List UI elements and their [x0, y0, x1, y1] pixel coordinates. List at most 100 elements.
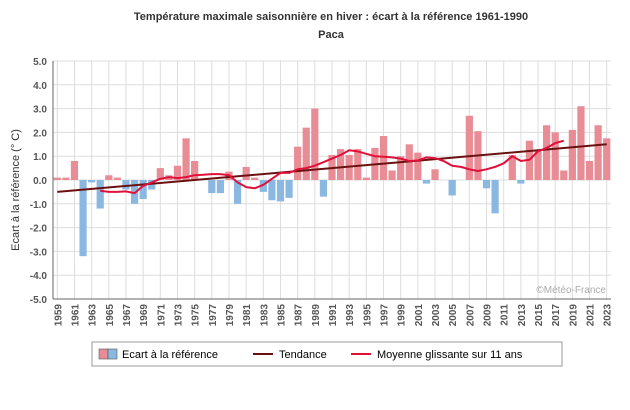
x-tick-label: 1977	[208, 304, 219, 327]
y-tick-label: 1.0	[33, 152, 47, 163]
x-tick-label: 1987	[294, 304, 305, 327]
x-tick-label: 2023	[603, 304, 614, 327]
bar-1969	[139, 180, 147, 200]
x-tick-label: 1999	[397, 304, 408, 327]
bar-1977	[208, 180, 216, 194]
bar-1989	[311, 108, 319, 180]
bar-1997	[379, 135, 388, 180]
x-tick-label: 1997	[380, 304, 391, 327]
bar-2019	[568, 130, 576, 180]
x-tick-label: 1961	[70, 304, 81, 327]
y-tick-label: 2.0	[33, 128, 47, 139]
bar-2021	[585, 160, 594, 180]
bar-1987	[294, 146, 302, 180]
x-tick-label: 1995	[362, 304, 373, 327]
x-tick-label: 2001	[414, 304, 425, 327]
bar-1984	[268, 180, 276, 201]
bar-1982	[251, 177, 259, 180]
bar-1964	[96, 180, 104, 209]
legend-box	[91, 341, 563, 367]
bar-2010	[491, 180, 499, 214]
bar-1961	[70, 160, 79, 180]
x-tick-label: 1975	[191, 304, 202, 327]
x-tick-label: 2019	[568, 304, 579, 327]
moving-average-line	[100, 139, 565, 195]
bar-1992	[336, 149, 345, 180]
x-tick-label: 2013	[517, 304, 528, 327]
bar-1999	[397, 156, 405, 180]
chart-subtitle: Paca	[318, 29, 345, 41]
bar-2003	[431, 169, 439, 180]
y-tick-label: -5.0	[30, 295, 48, 306]
x-tick-label: 1963	[88, 304, 99, 327]
bar-1978	[216, 180, 225, 194]
bar-1980	[233, 180, 242, 204]
bar-1970	[148, 180, 156, 190]
chart-title: Température maximale saisonnière en hive…	[134, 11, 528, 23]
x-tick-label: 2017	[551, 304, 562, 327]
x-tick-label: 1965	[105, 304, 116, 327]
x-tick-label: 1959	[53, 304, 64, 327]
bar-2017	[551, 132, 559, 180]
legend-label-tendance: Tendance	[279, 349, 327, 361]
bar-1981	[242, 166, 250, 180]
x-tick-label: 1993	[345, 304, 356, 327]
x-tick-label: 1971	[156, 304, 167, 327]
bar-1967	[122, 180, 130, 190]
bar-1960	[62, 177, 70, 180]
bar-2007	[465, 115, 473, 180]
y-axis-label: Ecart à la référence (° C)	[10, 129, 22, 251]
bar-1983	[259, 180, 267, 192]
bar-1973	[173, 165, 182, 180]
bar-1994	[354, 149, 362, 180]
x-tick-label: 2003	[431, 304, 442, 327]
x-tick-label: 1979	[225, 304, 236, 327]
legend-label-ecart: Ecart à la référence	[122, 349, 218, 361]
bar-2012	[508, 155, 516, 180]
bar-2016	[543, 125, 551, 180]
x-tick-label: 2009	[483, 304, 494, 327]
bar-1995	[362, 177, 370, 180]
watermark: ©Météo-France	[536, 285, 606, 296]
legend-swatch-bar-positive	[98, 348, 109, 360]
bar-1998	[388, 170, 396, 180]
bar-1985	[276, 180, 285, 202]
bar-1966	[113, 177, 121, 180]
bar-2009	[482, 180, 491, 189]
x-tick-label: 2011	[500, 304, 511, 326]
bar-2020	[577, 106, 585, 180]
bar-1974	[182, 138, 190, 180]
x-tick-label: 1989	[311, 304, 322, 327]
x-tick-label: 2021	[586, 304, 597, 327]
x-tick-label: 1981	[242, 304, 253, 327]
bar-2001	[414, 152, 422, 180]
x-tick-label: 2015	[534, 304, 545, 327]
y-tick-label: 5.0	[33, 57, 47, 68]
x-tick-label: 1991	[328, 304, 339, 327]
x-tick-label: 1967	[122, 304, 133, 327]
x-tick-label: 1969	[139, 304, 150, 327]
x-tick-label: 2005	[448, 304, 459, 327]
y-tick-label: -1.0	[30, 200, 48, 211]
plot-area: 5.0 4.0 3.0 2.0 1.0 0.0 -1.0 -2.0 -3.0 -4.0 -5.0 19…	[30, 57, 614, 326]
y-tick-label: 3.0	[33, 105, 47, 116]
bar-2005	[448, 180, 456, 196]
y-tick-label: 4.0	[33, 81, 47, 92]
x-tick-label: 1973	[173, 304, 184, 327]
bar-2023	[603, 138, 611, 180]
y-tick-label: -3.0	[30, 247, 48, 258]
bar-1959	[53, 177, 61, 180]
bar-2002	[422, 180, 431, 184]
bar-1986	[285, 180, 293, 198]
y-tick-label: 0.0	[33, 176, 47, 187]
bar-1965	[105, 175, 113, 180]
bar-2022	[594, 125, 602, 180]
bar-2015	[534, 151, 542, 180]
x-tick-label: 1983	[259, 304, 270, 327]
y-tick-label: -4.0	[30, 271, 48, 282]
bar-2018	[560, 170, 568, 180]
legend-label-moyenne: Moyenne glissante sur 11 ans	[377, 349, 523, 361]
bar-1975	[191, 160, 199, 180]
